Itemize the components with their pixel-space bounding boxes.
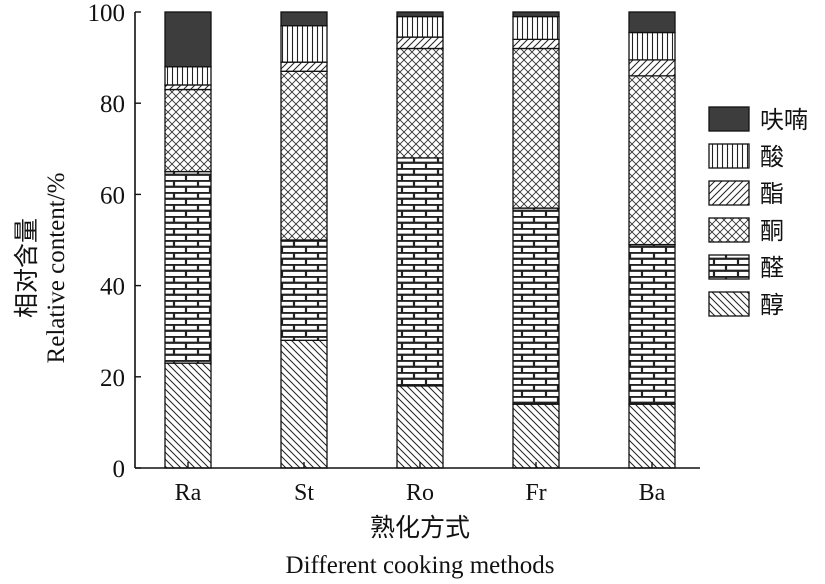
bar-segment-Ro-醛 <box>396 157 444 387</box>
y-tick-label: 40 <box>100 274 125 301</box>
bar-segment-Fr-酯 <box>512 38 560 50</box>
bar-segment-Ra-酸 <box>164 66 212 86</box>
bars-layer <box>164 11 676 469</box>
bar-segment-Fr-醇 <box>512 403 560 469</box>
legend-swatch-醛 <box>708 254 750 280</box>
legend-label-酸: 酸 <box>760 143 784 171</box>
bar-segment-St-呋喃 <box>280 11 328 27</box>
legend-swatch-呋喃 <box>708 106 750 132</box>
bar-segment-Ro-醇 <box>396 385 444 469</box>
x-tick-label-Ra: Ra <box>175 480 202 506</box>
bar-segment-St-醛 <box>280 239 328 341</box>
legend-label-醛: 醛 <box>760 254 784 282</box>
y-axis-title-cn: 相对含量 <box>12 218 41 318</box>
bar-segment-Fr-呋喃 <box>512 11 560 18</box>
y-tick-label: 100 <box>88 0 126 27</box>
bar-segment-Fr-酸 <box>512 15 560 41</box>
y-ticks: 0 20 40 60 80 100 <box>88 0 141 483</box>
bar-segment-Ba-醛 <box>628 243 676 405</box>
y-tick-label: 60 <box>100 182 125 209</box>
bar-segment-Ro-酯 <box>396 36 444 50</box>
bar-segment-Ba-醇 <box>628 403 676 469</box>
x-tick-labels: Ra St Ro Fr Ba <box>175 462 666 506</box>
bar-segment-Fr-醛 <box>512 207 560 405</box>
bar-segment-Ba-酯 <box>628 59 676 77</box>
bar-segment-Ra-酯 <box>164 84 212 91</box>
bar-segment-Ra-呋喃 <box>164 11 212 68</box>
bar-segment-St-酯 <box>280 61 328 72</box>
bar-segment-Ba-酸 <box>628 31 676 61</box>
y-axis-title: 相对含量 Relative content/% <box>12 173 70 364</box>
bar-segment-Ro-酸 <box>396 15 444 38</box>
bar-segment-St-酸 <box>280 25 328 63</box>
y-tick-label: 80 <box>100 91 125 118</box>
y-axis-title-en: Relative content/% <box>43 173 70 364</box>
y-tick-label: 20 <box>100 365 125 392</box>
x-tick-label-Fr: Fr <box>525 480 546 506</box>
x-tick-label-Ro: Ro <box>406 480 434 506</box>
legend-label-呋喃: 呋喃 <box>760 106 808 134</box>
bar-segment-Ra-醇 <box>164 362 212 469</box>
bar-segment-Ro-酮 <box>396 47 444 159</box>
x-tick-label-St: St <box>294 480 314 506</box>
bar-segment-Ro-呋喃 <box>396 11 444 18</box>
x-tick-label-Ba: Ba <box>639 480 666 506</box>
x-axis-title-en: Different cooking methods <box>286 552 555 579</box>
bar-segment-Ba-酮 <box>628 75 676 246</box>
legend-swatch-酮 <box>708 217 750 243</box>
bar-segment-St-醇 <box>280 339 328 469</box>
bar-segment-Ra-酮 <box>164 88 212 173</box>
legend-swatch-醇 <box>708 291 750 317</box>
bar-segment-St-酮 <box>280 70 328 241</box>
bar-segment-Ra-醛 <box>164 170 212 364</box>
bar-segment-Fr-酮 <box>512 47 560 209</box>
bar-segment-Ba-呋喃 <box>628 11 676 34</box>
legend-label-醇: 醇 <box>760 291 784 319</box>
x-axis-title-cn: 熟化方式 <box>370 513 470 542</box>
legend-swatch-酯 <box>708 180 750 206</box>
y-tick-label: 0 <box>113 456 126 483</box>
legend-label-酯: 酯 <box>760 180 784 208</box>
axes: 0 20 40 60 80 100 Ra St Ro Fr Ba <box>88 0 700 506</box>
legend-label-酮: 酮 <box>760 217 784 245</box>
legend-swatch-酸 <box>708 143 750 169</box>
